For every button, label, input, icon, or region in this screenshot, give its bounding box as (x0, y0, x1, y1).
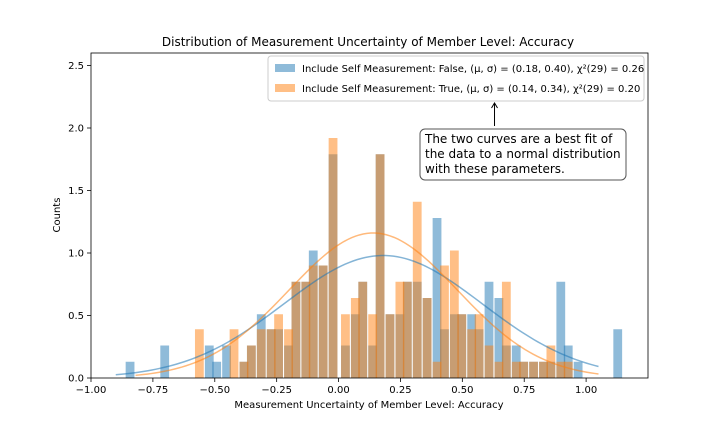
x-axis-label: Measurement Uncertainty of Member Level:… (234, 400, 503, 411)
series-true-bars (194, 138, 573, 378)
bar-true (375, 154, 385, 378)
bar-true (501, 281, 511, 378)
y-axis-ticks: 0.0 0.5 1.0 1.5 2.0 2.5 (68, 61, 91, 385)
y-tick-label: 1.0 (68, 249, 84, 260)
bar-true (229, 329, 239, 378)
fit-curve-false (115, 254, 599, 376)
annotation: The two curves are a best fit of the dat… (419, 102, 627, 181)
bar-false (484, 281, 494, 378)
bar-true (440, 265, 449, 378)
plot-area-frame (90, 52, 649, 379)
bar-true (284, 329, 293, 378)
bar-true (308, 265, 318, 378)
bar-false (212, 361, 222, 378)
bar-true (412, 201, 422, 378)
y-tick-label: 0.0 (68, 374, 84, 385)
x-tick-label: −1.00 (76, 385, 107, 396)
bar-true (556, 361, 566, 378)
x-tick-label: −0.25 (261, 385, 292, 396)
bar-true (266, 329, 276, 378)
y-tick-label: 2.5 (68, 61, 84, 72)
bar-false (125, 361, 135, 378)
bar-true (457, 314, 467, 378)
x-tick-label: −0.50 (199, 385, 230, 396)
annotation-line-1: The two curves are a best fit of (424, 132, 613, 146)
bar-true (467, 329, 477, 378)
bar-true (511, 361, 521, 378)
bar-true (246, 345, 256, 378)
bar-true (291, 281, 301, 378)
bar-true (563, 361, 573, 378)
bar-true (402, 281, 412, 378)
x-tick-label: −0.75 (138, 385, 169, 396)
bar-true (449, 250, 459, 378)
bar-true (301, 281, 311, 378)
bar-false (494, 298, 504, 378)
x-axis-ticks: −1.00 −0.75 −0.50 −0.25 0.00 0.25 0.50 0.75 1.00 (76, 378, 597, 396)
bar-true (274, 314, 283, 378)
legend-swatch-false (275, 64, 295, 72)
bar-true (395, 281, 405, 378)
bar-true (318, 265, 328, 378)
legend: Include Self Measurement: False, (μ, σ) … (267, 55, 645, 102)
y-tick-label: 0.5 (68, 311, 84, 322)
bar-true (529, 361, 538, 378)
bar-false (556, 281, 566, 378)
chart-title: Distribution of Measurement Uncertainty … (162, 35, 574, 49)
bar-true (368, 314, 378, 378)
bar-true (256, 329, 266, 378)
annotation-box (419, 128, 627, 181)
legend-label-false: Include Self Measurement: False, (μ, σ) … (302, 64, 644, 75)
bar-false (222, 345, 231, 378)
bar-false (613, 329, 623, 378)
annotation-line-2: the data to a normal distribution (425, 147, 621, 161)
bar-true (432, 361, 442, 378)
y-tick-label: 2.0 (68, 124, 84, 135)
bar-true (328, 138, 338, 378)
y-axis-label: Counts (52, 198, 63, 233)
bar-true (474, 314, 484, 378)
legend-swatch-true (275, 84, 295, 92)
legend-box (267, 55, 645, 102)
bar-false (204, 345, 214, 378)
bar-true (385, 314, 395, 378)
x-tick-label: 0.75 (513, 385, 535, 396)
bar-true (494, 361, 504, 378)
annotation-arrow (491, 102, 498, 126)
x-tick-label: 0.25 (389, 385, 411, 396)
bar-true (539, 361, 548, 378)
x-tick-label: 0.50 (451, 385, 473, 396)
bar-true (519, 361, 529, 378)
bar-true (350, 298, 360, 378)
bar-true (358, 281, 368, 378)
annotation-line-3: with these parameters. (425, 162, 565, 176)
x-tick-label: 1.00 (575, 385, 597, 396)
bar-true (194, 329, 204, 378)
fit-curve-true (135, 232, 599, 377)
y-tick-label: 1.5 (68, 186, 84, 197)
bar-false (432, 218, 442, 378)
bar-true (484, 345, 494, 378)
bar-true (239, 361, 249, 378)
legend-label-true: Include Self Measurement: True, (μ, σ) =… (302, 84, 640, 95)
bar-true (422, 298, 432, 378)
bar-false (160, 345, 170, 378)
bar-true (341, 314, 350, 378)
x-tick-label: 0.00 (327, 385, 349, 396)
